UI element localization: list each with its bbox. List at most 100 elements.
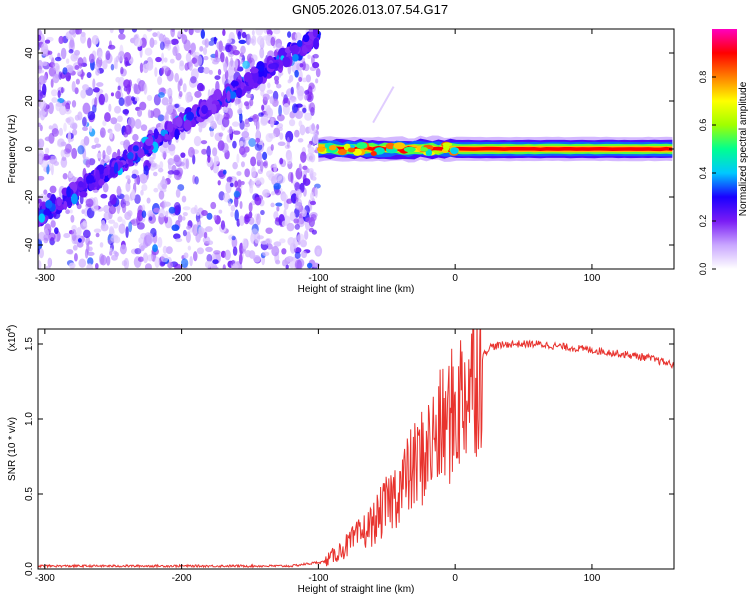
noise-blob [82, 126, 88, 132]
noise-blob [77, 111, 83, 121]
track-blob [183, 119, 192, 131]
noise-blob [282, 103, 290, 116]
noise-blob [146, 29, 153, 32]
noise-blob [88, 125, 93, 133]
track-blob [292, 53, 299, 62]
noise-blob [266, 89, 273, 94]
noise-blob [103, 93, 109, 103]
noise-blob [66, 116, 75, 126]
noise-blob [38, 260, 42, 269]
noise-blob [140, 189, 144, 196]
noise-blob [302, 178, 311, 186]
noise-blob [311, 262, 320, 268]
noise-blob [133, 83, 138, 94]
noise-blob [175, 52, 182, 61]
noise-blob [248, 202, 253, 213]
track-blob [228, 91, 237, 99]
noise-blob [273, 29, 281, 35]
noise-blob [161, 175, 165, 186]
noise-blob [84, 248, 89, 259]
noise-blob [224, 69, 229, 81]
y-tick-label: 20 [24, 95, 35, 107]
noise-blob [310, 191, 315, 201]
noise-blob [304, 90, 310, 95]
noise-blob [270, 202, 275, 208]
noise-blob [118, 97, 125, 106]
noise-blob [117, 216, 123, 223]
noise-blob [109, 130, 113, 140]
colorbar-tick-label: 0.0 [698, 263, 708, 276]
noise-blob [87, 257, 94, 266]
noise-blob [210, 201, 217, 210]
colorbar-tick-label: 0.8 [698, 71, 708, 84]
noise-blob [173, 154, 181, 163]
noise-blob [312, 61, 320, 69]
track-blob [211, 103, 217, 115]
noise-blob [140, 124, 148, 131]
noise-blob [244, 168, 251, 178]
track-blob [240, 82, 245, 88]
noise-blob [248, 138, 256, 147]
noise-blob [92, 78, 96, 90]
noise-blob [270, 117, 275, 128]
noise-blob [117, 115, 123, 123]
noise-blob [232, 49, 240, 56]
noise-blob [189, 256, 193, 267]
noise-blob [68, 39, 75, 52]
noise-blob [177, 184, 185, 191]
noise-blob [311, 229, 317, 235]
noise-blob [155, 56, 162, 63]
track-blob [38, 213, 46, 223]
noise-blob [157, 76, 163, 86]
noise-blob [71, 229, 77, 242]
snr-frame [37, 328, 675, 570]
noise-blob [173, 169, 180, 176]
noise-blob [81, 209, 85, 215]
noise-blob [52, 73, 60, 84]
noise-blob [285, 256, 294, 263]
track-blob [137, 148, 145, 159]
noise-blob [103, 205, 110, 213]
noise-blob [134, 247, 142, 255]
noise-blob [48, 125, 53, 130]
noise-blob [302, 77, 307, 83]
noise-blob [87, 111, 96, 121]
noise-blob [244, 101, 250, 107]
noise-blob [163, 201, 171, 207]
noise-blob [144, 47, 153, 56]
noise-blob [78, 258, 87, 268]
noise-blob [161, 97, 169, 106]
noise-blob [94, 63, 100, 70]
noise-blob [96, 152, 102, 159]
noise-blob [127, 178, 131, 185]
noise-blob [201, 148, 208, 155]
noise-blob [125, 226, 129, 239]
noise-blob [256, 235, 264, 240]
noise-blob [198, 230, 203, 239]
track-blob [312, 29, 319, 38]
noise-blob [242, 60, 250, 69]
noise-blob [293, 257, 297, 263]
track-blob [66, 186, 71, 198]
noise-blob [109, 250, 113, 256]
noise-blob [137, 256, 144, 262]
track-blob [313, 37, 319, 50]
noise-blob [117, 85, 121, 91]
noise-blob [184, 62, 189, 71]
noise-blob [277, 141, 286, 147]
noise-blob [50, 163, 54, 176]
noise-blob [211, 59, 219, 65]
noise-blob [38, 175, 45, 181]
noise-blob [54, 56, 62, 62]
noise-blob [255, 137, 261, 143]
x-tick-label: -300 [35, 273, 55, 284]
noise-blob [126, 83, 131, 95]
noise-blob [181, 216, 186, 221]
track-blob [278, 47, 288, 59]
noise-blob [208, 69, 213, 75]
noise-blob [256, 151, 263, 163]
noise-blob [205, 246, 213, 252]
noise-blob [49, 158, 56, 165]
noise-blob [293, 218, 300, 224]
noise-blob [38, 198, 42, 204]
